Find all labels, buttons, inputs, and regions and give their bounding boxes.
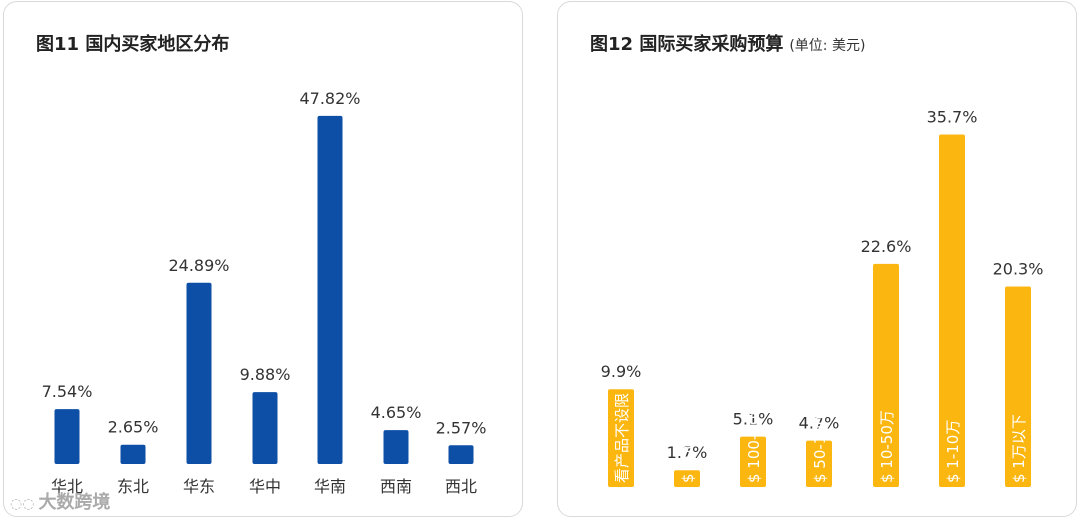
category-label: 东北 (117, 477, 149, 496)
bar-value-label: 1.7% (667, 443, 708, 462)
bar-value-label: 4.7% (799, 414, 840, 433)
bubble-logo-icon: ◌◌ (10, 496, 35, 512)
left-bar-chart: 7.54% 华北 2.65% 东北 24.89% 华东 9.88% 华中 47.82% 华南 4.6… (42, 89, 487, 496)
left-chart-title: 图11 国内买家地区分布 (36, 34, 230, 55)
category-label: $ 1万以下 (1010, 414, 1028, 483)
category-label: 华中 (249, 477, 281, 496)
bar-value-label: 24.89% (168, 256, 229, 275)
bar-4 (806, 440, 832, 487)
bar-4 (252, 392, 278, 464)
bar-3 (186, 282, 212, 464)
right-chart-panel: 图12 国际买家采购预算 (单位: 美元) 9.9% 看产品不设限 1.7% $ 500… (557, 1, 1077, 517)
bar-value-label: 35.7% (927, 107, 978, 126)
category-label: $ 10-50万 (878, 410, 896, 483)
bar-value-label: 2.57% (436, 418, 487, 437)
bar-1 (608, 389, 634, 487)
bar-7 (448, 445, 474, 464)
watermark-logo: ◌◌ 大数跨境 (10, 488, 110, 514)
category-label: $ 50-100万 (811, 401, 829, 483)
bar-5 (317, 115, 343, 465)
category-label: 华北 (51, 477, 83, 496)
category-label: 华南 (314, 477, 346, 496)
right-chart-title: 图12 国际买家采购预算 (单位: 美元) (590, 30, 865, 56)
bar-value-label: 2.65% (108, 418, 159, 437)
right-bar-chart: 9.9% 看产品不设限 1.7%$ 500万以上 5.1%$ 100-500万 4.7%… (601, 107, 1044, 487)
bar-value-label: 5.1% (733, 410, 774, 429)
left-chart-panel: 图11 国内买家地区分布 7.54% 华北 2.65% 东北 24.89% 华东 9.88%… (3, 1, 523, 517)
bar-5 (873, 263, 899, 487)
bar-value-label: 4.65% (371, 403, 422, 422)
bar-value-label: 9.88% (240, 365, 291, 384)
bar-3 (740, 436, 766, 487)
bar-7 (1005, 286, 1031, 487)
right-chart-title-text: 图12 国际买家采购预算 (590, 34, 784, 55)
category-label: 看产品不设限 (613, 393, 631, 483)
bar-6 (383, 430, 409, 464)
category-label: 西北 (445, 477, 477, 496)
bar-value-label: 7.54% (42, 382, 93, 401)
bar-2 (674, 470, 700, 487)
watermark-text: 大数跨境 (38, 492, 111, 513)
bar-6 (939, 134, 965, 487)
bar-1 (54, 409, 80, 464)
category-label: 华东 (183, 477, 215, 496)
bar-value-label: 9.9% (601, 362, 642, 381)
bar-value-label: 22.6% (861, 237, 912, 256)
category-label: 西南 (380, 477, 412, 496)
bar-2 (120, 444, 146, 464)
bar-value-label: 20.3% (993, 260, 1044, 279)
right-chart-unit-note: (单位: 美元) (789, 38, 866, 54)
category-label: $ 100-500万 (745, 391, 763, 483)
category-label: $ 500万以上 (679, 395, 697, 483)
category-label: $ 1-10万 (944, 420, 962, 483)
bar-value-label: 47.82% (299, 89, 360, 108)
